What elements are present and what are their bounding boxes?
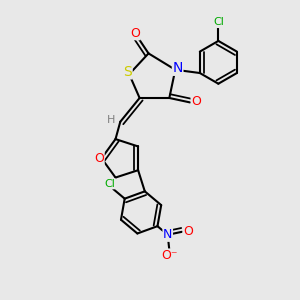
Text: Cl: Cl	[104, 179, 115, 189]
Text: O: O	[94, 152, 104, 165]
Text: O⁻: O⁻	[161, 249, 178, 262]
Text: O: O	[183, 225, 193, 238]
Text: N: N	[172, 61, 183, 75]
Text: O: O	[191, 95, 201, 108]
Text: O: O	[130, 27, 140, 40]
Text: N: N	[163, 228, 172, 241]
Text: S: S	[123, 65, 132, 79]
Text: Cl: Cl	[213, 17, 224, 28]
Text: H: H	[107, 115, 116, 125]
